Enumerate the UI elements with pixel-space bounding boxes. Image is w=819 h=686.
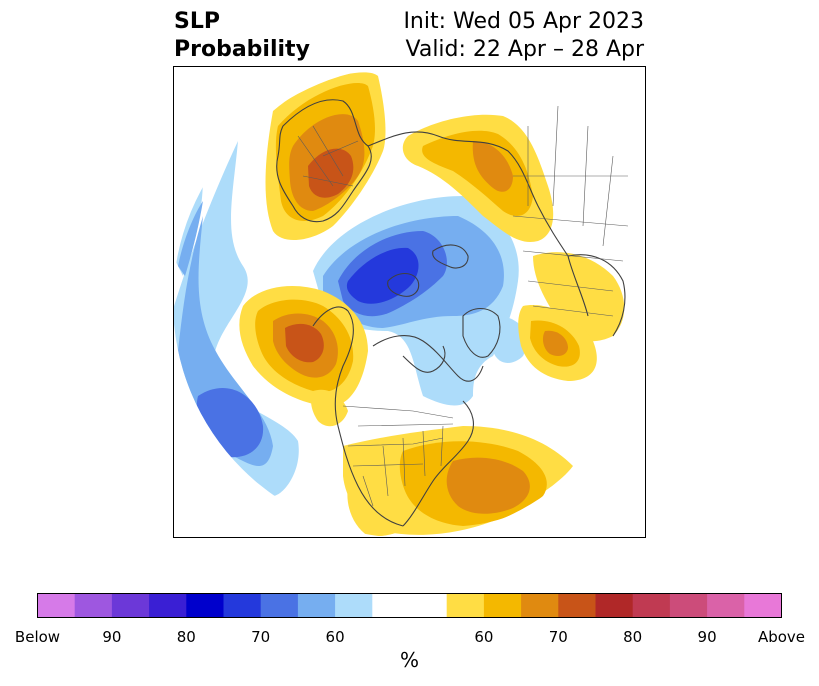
map-frame [173,66,646,538]
variable-label: SLP [174,9,220,34]
colorbar-above-cell [632,593,671,618]
colorbar-below-cell [74,593,113,618]
colorbar-above-cell [744,593,782,618]
colorbar-below-cell [37,593,76,618]
east-above-60 [533,252,625,342]
colorbar-tick-label: 90 [102,628,121,645]
siberia-above-70 [472,141,513,192]
colorbar-tick-label: Above [758,628,805,645]
colorbar-tick-label: 60 [326,628,345,645]
colorbar-tick-label: 90 [698,628,717,645]
npacific-above-75 [285,323,324,363]
colorbar-tick-label: 80 [623,628,642,645]
init-date-label: Init: Wed 05 Apr 2023 [403,9,644,34]
colorbar-below-cell [223,593,262,618]
colorbar-above-cell [595,593,634,618]
colorbar-above-cell [446,593,485,618]
coastlines [276,99,626,527]
colorbar-tick-label: Below [15,628,60,645]
colorbar-above-cell [483,593,522,618]
colorbar-tick-label: 60 [474,628,493,645]
colorbar-tick-labels: Below 90 80 70 60 60 70 80 90 Above [15,628,805,645]
product-label: Probability [174,37,310,62]
alaska-above [310,389,348,427]
arctic-below-80 [346,247,419,304]
watlantic-above-70 [446,457,530,514]
valid-range-label: Valid: 22 Apr – 28 Apr [405,37,645,62]
greenland-below [492,316,527,363]
chart-title-right: Init: Wed 05 Apr 2023 Valid: 22 Apr – 28… [403,8,644,64]
colorbar-below-cell [111,593,150,618]
political-borders [297,105,629,507]
colorbar-below-cell [149,593,187,618]
pacific-east-above-3 [542,330,568,356]
probability-map [173,66,646,538]
chart-title-left: SLP Probability [174,8,310,64]
colorbar-cells [37,593,782,618]
colorbar-below-cell [297,593,336,618]
colorbar-below-cell [335,593,373,618]
map-field [173,72,625,537]
colorbar-above-cell [558,593,596,618]
colorbar-above-cell [669,593,708,618]
europe-above-75 [308,148,354,198]
colorbar: Below 90 80 70 60 60 70 80 90 Above [15,593,805,645]
colorbar-unit-label: % [399,648,419,672]
colorbar-tick-label: 70 [549,628,568,645]
colorbar-above-cell [521,593,559,618]
colorbar-tick-label: 70 [251,628,270,645]
colorbar-tick-label: 80 [177,628,196,645]
colorbar-below-cell [260,593,299,618]
colorbar-below-cell [186,593,224,618]
colorbar-above-cell [707,593,745,618]
atlantic-below-far-2 [178,201,203,276]
colorbar-neutral-cell [372,593,447,618]
colorbar-frame [37,593,782,618]
siberia-above-65 [422,130,533,216]
